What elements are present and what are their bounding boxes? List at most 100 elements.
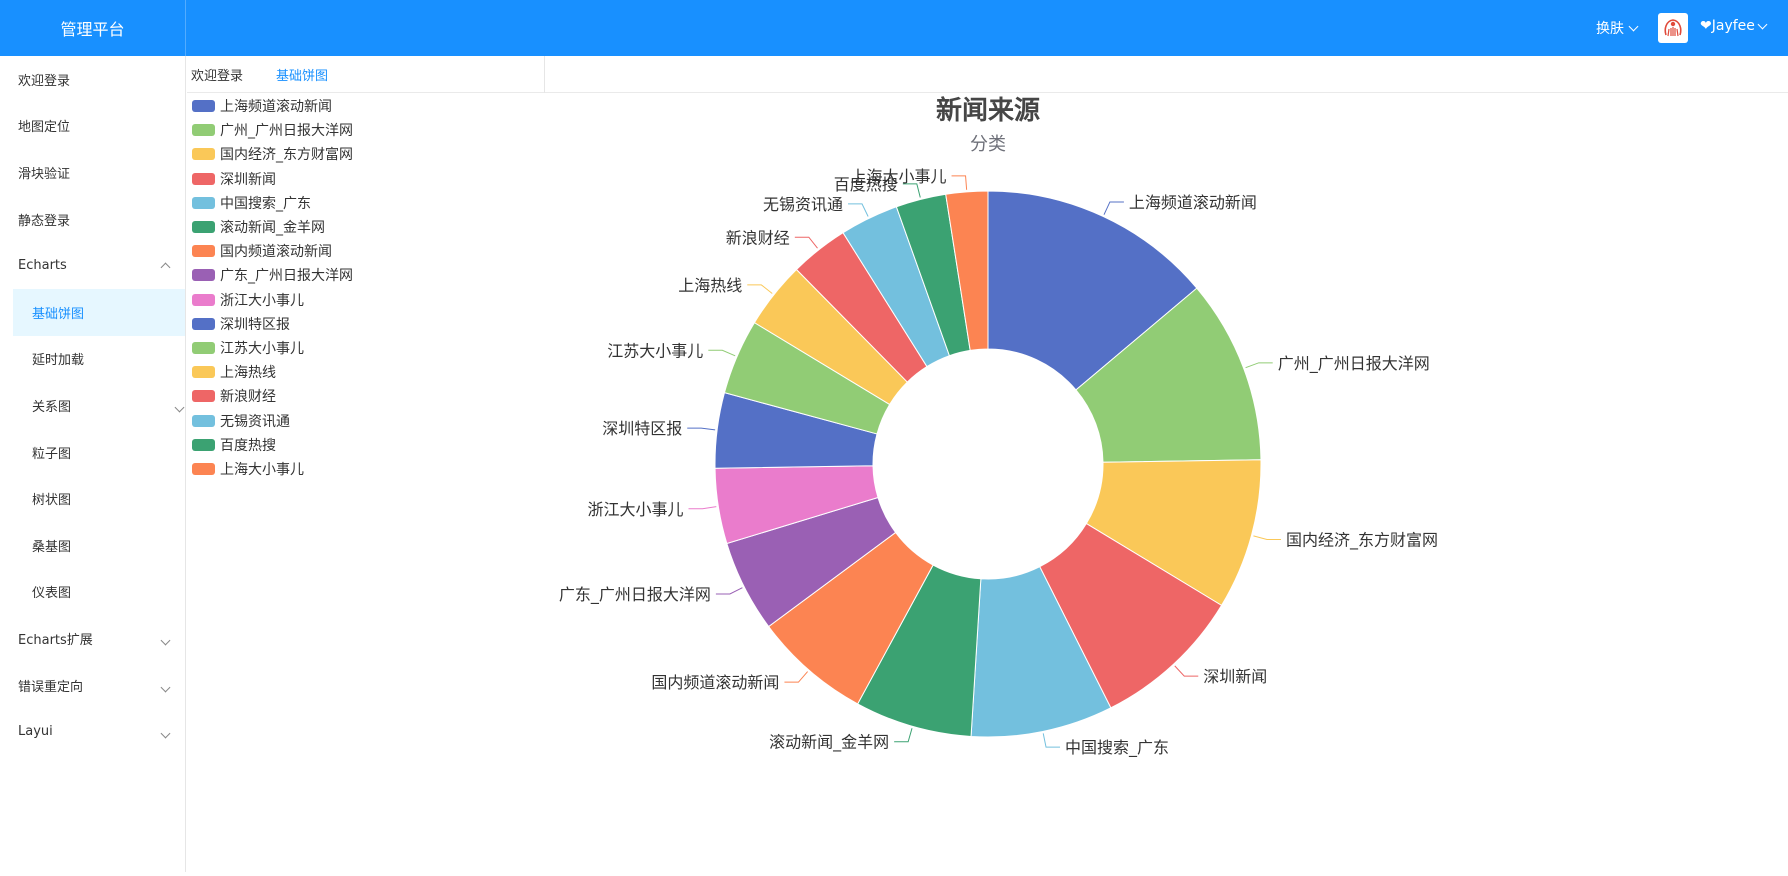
slice-label: 新浪财经 [726, 228, 790, 247]
chevron-down-icon [1628, 21, 1639, 31]
legend-item[interactable]: 新浪财经 [192, 387, 276, 405]
sidebar: 欢迎登录 地图定位 滑块验证 静态登录 Echarts 基础饼图 延时加载 关系… [0, 56, 186, 872]
legend-item[interactable]: 广州_广州日报大洋网 [192, 121, 353, 139]
legend-swatch [192, 463, 215, 475]
tab-divider [544, 56, 545, 93]
sidebar-item-gauge[interactable]: 仪表图 [0, 569, 185, 616]
slice-label: 上海热线 [678, 276, 742, 295]
label-leader-line [1103, 201, 1124, 215]
slice-label: 深圳新闻 [1203, 667, 1267, 686]
label-leader-line [784, 671, 808, 683]
sidebar-item-map[interactable]: 地图定位 [0, 103, 185, 150]
legend-item[interactable]: 中国搜索_广东 [192, 194, 311, 212]
chevron-down-icon [160, 633, 171, 648]
legend-item[interactable]: 无锡资讯通 [192, 412, 290, 430]
legend-item[interactable]: 国内经济_东方财富网 [192, 145, 353, 163]
legend-item[interactable]: 江苏大小事儿 [192, 339, 304, 357]
sidebar-item-label: 仪表图 [32, 586, 72, 602]
skin-dropdown[interactable]: 换肤 [1596, 18, 1639, 38]
sidebar-item-lazy-load[interactable]: 延时加载 [0, 336, 185, 383]
legend-label: 国内频道滚动新闻 [220, 244, 332, 261]
legend-item[interactable]: 上海大小事儿 [192, 460, 304, 478]
legend-label: 滚动新闻_金羊网 [220, 220, 325, 236]
legend-swatch [192, 342, 215, 354]
sidebar-item-slider-verify[interactable]: 滑块验证 [0, 149, 185, 196]
chart-area: 上海频道滚动新闻 广州_广州日报大洋网 国内经济_东方财富网 深圳新闻 中国搜索_广东滚… [187, 94, 1788, 872]
pie-slice[interactable] [945, 190, 989, 351]
sidebar-item-label: 基础饼图 [32, 306, 85, 322]
pie-chart: 新闻来源 分类 上海频道滚动新闻广州_广州日报大洋网国内经济_东方财富网深圳新闻… [559, 95, 1438, 758]
chevron-down-icon [160, 680, 171, 695]
legend-label: 浙江大小事儿 [220, 292, 304, 309]
skin-label: 换肤 [1596, 21, 1624, 37]
slice-label: 上海大小事儿 [851, 167, 947, 186]
sidebar-item-layui[interactable]: Layui [0, 708, 185, 755]
legend-item[interactable]: 深圳特区报 [192, 315, 290, 333]
legend-item[interactable]: 浙江大小事儿 [192, 291, 304, 309]
sidebar-item-tree[interactable]: 树状图 [0, 475, 185, 522]
legend-swatch [192, 366, 215, 379]
legend-swatch [192, 390, 215, 403]
legend-swatch [192, 438, 215, 451]
legend-swatch [192, 221, 215, 233]
legend-item[interactable]: 广东_广州日报大洋网 [192, 266, 353, 284]
legend-label: 上海频道滚动新闻 [220, 99, 332, 115]
tab-welcome[interactable]: 欢迎登录 [191, 69, 244, 84]
legend-swatch [192, 269, 215, 282]
pie-slice[interactable] [987, 190, 1198, 391]
chart-title: 新闻来源 [936, 95, 1040, 126]
chart-subtitle: 分类 [970, 134, 1006, 155]
legend-swatch [192, 148, 215, 161]
legend-label: 新浪财经 [220, 389, 276, 406]
slice-label: 深圳特区报 [602, 419, 682, 438]
sidebar-item-welcome[interactable]: 欢迎登录 [0, 56, 185, 103]
sidebar-item-particle[interactable]: 粒子图 [0, 429, 185, 476]
user-menu[interactable]: ❤Jayfee [1700, 18, 1768, 34]
sidebar-item-static-login[interactable]: 静态登录 [0, 196, 185, 243]
legend-item[interactable]: 滚动新闻_金羊网 [192, 218, 325, 236]
sidebar-item-label: 滑块验证 [18, 166, 71, 182]
sidebar-item-label: Layui [18, 724, 53, 740]
sidebar-item-echarts-ext[interactable]: Echarts扩展 [0, 615, 185, 662]
legend-label: 广东_广州日报大洋网 [220, 268, 353, 285]
app-title: 管理平台 [0, 0, 186, 56]
legend-item[interactable]: 上海热线 [192, 363, 276, 381]
tab-basic-pie[interactable]: 基础饼图 [276, 69, 329, 84]
legend-item[interactable]: 上海频道滚动新闻 [192, 97, 332, 115]
legend-swatch [192, 172, 215, 185]
slice-label: 广东_广州日报大洋网 [559, 585, 711, 605]
sidebar-item-label: Echarts扩展 [18, 632, 93, 648]
label-leader-line [708, 349, 736, 357]
label-leader-line [747, 284, 773, 294]
legend-label: 上海大小事儿 [220, 462, 304, 478]
legend-label: 江苏大小事儿 [220, 341, 304, 357]
label-leader-line [715, 587, 743, 595]
sidebar-item-graph[interactable]: 关系图 [0, 382, 185, 429]
chevron-up-icon [160, 260, 171, 275]
legend-label: 深圳新闻 [220, 171, 276, 188]
top-bar: 管理平台 换肤 ❤Jayfee [0, 0, 1788, 56]
sidebar-item-label: 静态登录 [18, 213, 71, 229]
pie-slice[interactable] [1075, 287, 1262, 463]
label-leader-line [894, 728, 913, 743]
legend-item[interactable]: 国内频道滚动新闻 [192, 242, 332, 260]
sidebar-item-echarts[interactable]: Echarts [0, 242, 185, 289]
label-leader-line [688, 506, 717, 510]
legend-item[interactable]: 百度热搜 [192, 436, 276, 454]
legend-label: 上海热线 [220, 365, 276, 382]
legend-item[interactable]: 深圳新闻 [192, 170, 276, 188]
legend-label: 无锡资讯通 [220, 413, 290, 430]
slice-label: 广州_广州日报大洋网 [1278, 354, 1430, 374]
avatar[interactable] [1658, 13, 1688, 43]
tab-bar: 欢迎登录 基础饼图 [187, 56, 1788, 93]
sidebar-item-label: 关系图 [32, 399, 72, 415]
sidebar-item-error-redirect[interactable]: 错误重定向 [0, 662, 185, 709]
sidebar-item-label: 地图定位 [18, 120, 71, 136]
label-leader-line [687, 427, 716, 431]
sidebar-item-label: 粒子图 [32, 446, 72, 462]
label-leader-line [794, 236, 818, 249]
legend-label: 中国搜索_广东 [220, 195, 311, 212]
sidebar-item-sankey[interactable]: 桑基图 [0, 522, 185, 569]
label-leader-line [1253, 535, 1281, 541]
sidebar-item-basic-pie[interactable]: 基础饼图 [13, 288, 185, 336]
